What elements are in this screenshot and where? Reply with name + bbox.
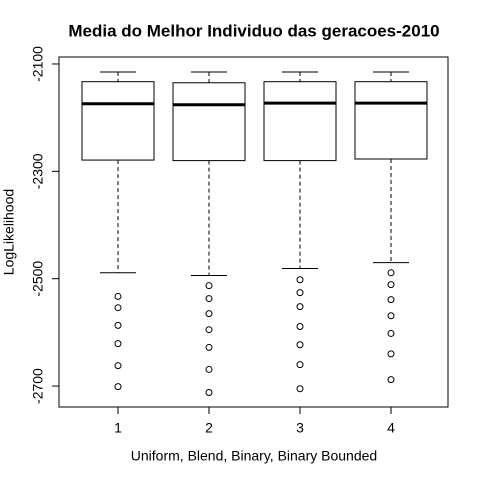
outlier: [205, 365, 213, 373]
outlier: [205, 389, 213, 397]
outlier: [296, 322, 304, 330]
y-tick-label: -2700: [30, 368, 46, 404]
y-tick-label: -2500: [30, 261, 46, 297]
x-tick-label: 3: [296, 420, 304, 436]
outlier: [296, 361, 304, 369]
outlier: [387, 296, 395, 304]
box: [81, 81, 155, 161]
y-tick-label: -2300: [30, 153, 46, 189]
outlier: [296, 289, 304, 297]
x-axis-label: Uniform, Blend, Binary, Binary Bounded: [131, 448, 377, 464]
chart-title: Media do Melhor Individuo das geracoes-2…: [68, 21, 439, 40]
outlier: [387, 329, 395, 337]
outlier: [205, 282, 213, 290]
outlier: [205, 310, 213, 318]
outlier: [296, 385, 304, 393]
box: [172, 82, 246, 162]
outlier: [205, 295, 213, 303]
outlier: [387, 281, 395, 289]
y-axis-label: LogLikelihood: [1, 189, 17, 275]
x-tick-label: 2: [205, 420, 213, 436]
outlier: [114, 304, 122, 312]
outlier: [296, 276, 304, 284]
box: [263, 81, 337, 162]
outlier: [205, 326, 213, 334]
outlier: [387, 350, 395, 358]
outlier: [114, 383, 122, 391]
plot-frame: [58, 56, 449, 408]
y-tick-label: -2100: [30, 46, 46, 82]
outlier: [114, 362, 122, 370]
outlier: [114, 340, 122, 348]
outlier: [114, 292, 122, 300]
outlier: [387, 269, 395, 277]
x-tick-label: 1: [114, 420, 122, 436]
box: [354, 81, 428, 160]
x-tick-label: 4: [387, 420, 395, 436]
outlier: [205, 343, 213, 351]
outlier: [387, 312, 395, 320]
outlier: [296, 341, 304, 349]
outlier: [114, 321, 122, 329]
outlier: [387, 376, 395, 384]
outlier: [296, 303, 304, 311]
